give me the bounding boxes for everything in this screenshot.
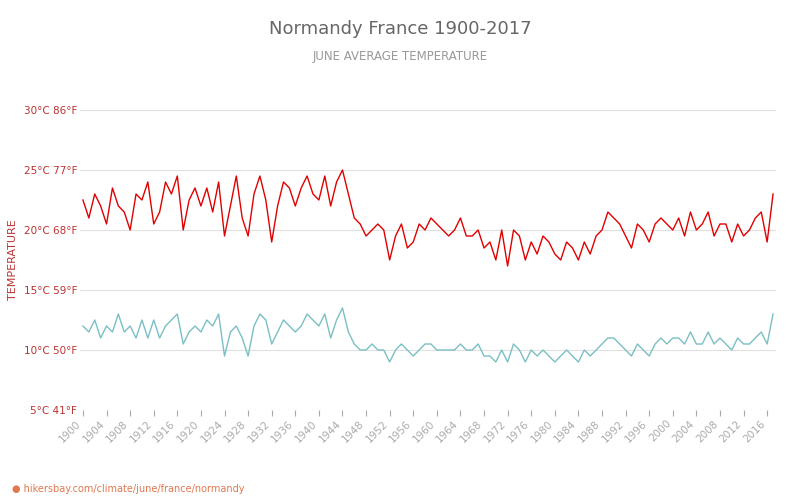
Text: ● hikersbay.com/climate/june/france/normandy: ● hikersbay.com/climate/june/france/norm… (12, 484, 245, 494)
Y-axis label: TEMPERATURE: TEMPERATURE (8, 220, 18, 300)
Text: JUNE AVERAGE TEMPERATURE: JUNE AVERAGE TEMPERATURE (313, 50, 487, 63)
Text: Normandy France 1900-2017: Normandy France 1900-2017 (269, 20, 531, 38)
